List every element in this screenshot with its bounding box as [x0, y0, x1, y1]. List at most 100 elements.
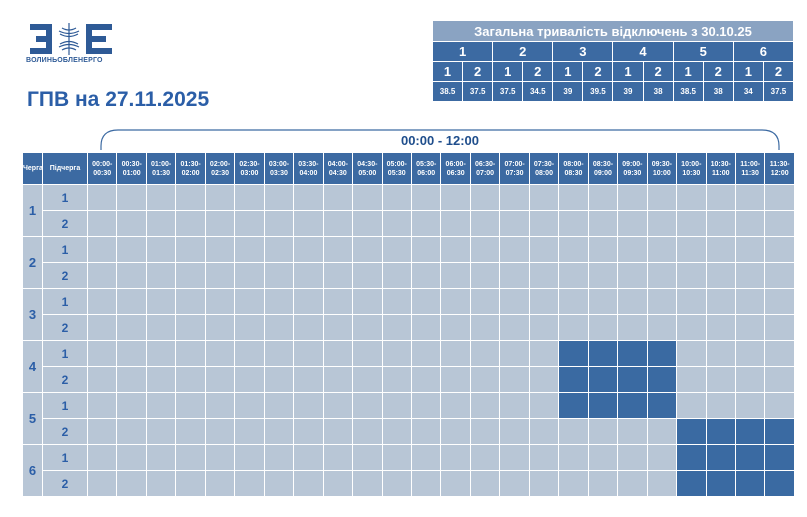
- slot-cell: [204, 470, 236, 497]
- slot-cell: [705, 210, 736, 237]
- summary-subqueue: 2: [642, 61, 674, 82]
- slot-cell: [440, 392, 471, 419]
- time-slot-header: 07:00- 07:30: [499, 152, 530, 185]
- outage-cell: [558, 366, 589, 393]
- summary-duration-value: 38.5: [431, 81, 464, 102]
- slot-cell: [705, 184, 736, 211]
- slot-cell: [86, 210, 118, 237]
- slot-cell: [234, 366, 265, 393]
- slot-cell: [469, 444, 501, 471]
- time-slot-header: 11:00- 11:30: [734, 152, 766, 185]
- slot-cell: [646, 236, 678, 263]
- slot-cell: [676, 262, 707, 289]
- slot-cell: [469, 340, 501, 367]
- schedule-row: 2: [23, 210, 795, 237]
- slot-cell: [410, 210, 442, 237]
- summary-subqueue: 1: [431, 61, 464, 82]
- slot-cell: [558, 314, 589, 341]
- slot-cell: [322, 262, 354, 289]
- slot-cell: [381, 288, 412, 315]
- outage-cell: [676, 470, 707, 497]
- slot-cell: [234, 262, 265, 289]
- slot-cell: [646, 288, 678, 315]
- outage-cell: [646, 340, 678, 367]
- time-slot-header: 02:00- 02:30: [204, 152, 236, 185]
- time-slot-header: 11:30- 12:00: [764, 152, 795, 185]
- slot-cell: [322, 366, 354, 393]
- queue-number: 6: [22, 444, 43, 497]
- slot-cell: [352, 262, 383, 289]
- slot-cell: [116, 262, 147, 289]
- time-slot-header: 02:30- 03:00: [234, 152, 265, 185]
- queue-number: 2: [22, 236, 43, 289]
- slot-cell: [764, 236, 795, 263]
- outage-cell: [734, 418, 766, 445]
- slot-cell: [617, 236, 648, 263]
- slot-cell: [322, 184, 354, 211]
- slot-cell: [410, 262, 442, 289]
- slot-cell: [440, 314, 471, 341]
- slot-cell: [381, 184, 412, 211]
- slot-cell: [676, 288, 707, 315]
- slot-cell: [175, 392, 206, 419]
- slot-cell: [528, 340, 560, 367]
- slot-cell: [86, 444, 118, 471]
- slot-cell: [676, 340, 707, 367]
- outage-cell: [558, 340, 589, 367]
- slot-cell: [705, 262, 736, 289]
- slot-cell: [410, 184, 442, 211]
- slot-cell: [86, 418, 118, 445]
- slot-cell: [116, 210, 147, 237]
- summary-duration-value: 39.5: [582, 81, 614, 102]
- slot-cell: [617, 262, 648, 289]
- slot-cell: [175, 236, 206, 263]
- logo-mark-icon: [30, 23, 112, 55]
- slot-cell: [440, 366, 471, 393]
- queue-number: 1: [22, 184, 43, 237]
- slot-cell: [676, 366, 707, 393]
- slot-cell: [322, 418, 354, 445]
- slot-cell: [86, 340, 118, 367]
- slot-cell: [469, 210, 501, 237]
- slot-cell: [705, 236, 736, 263]
- slot-cell: [293, 288, 324, 315]
- time-slot-header: 03:30- 04:00: [293, 152, 324, 185]
- slot-cell: [86, 262, 118, 289]
- subqueue-number: 2: [42, 418, 88, 445]
- slot-cell: [145, 184, 177, 211]
- slot-cell: [86, 236, 118, 263]
- slot-cell: [528, 366, 560, 393]
- summary-subqueue: 1: [732, 61, 764, 82]
- slot-cell: [204, 340, 236, 367]
- slot-cell: [145, 288, 177, 315]
- slot-cell: [145, 366, 177, 393]
- slot-cell: [322, 314, 354, 341]
- summary-duration-value: 39: [612, 81, 644, 102]
- time-slot-header: 07:30- 08:00: [528, 152, 560, 185]
- slot-cell: [204, 418, 236, 445]
- slot-cell: [764, 340, 795, 367]
- slot-cell: [86, 366, 118, 393]
- time-slot-header: 05:00- 05:30: [381, 152, 412, 185]
- subqueue-number: 2: [42, 470, 88, 497]
- slot-cell: [558, 418, 589, 445]
- slot-cell: [175, 184, 206, 211]
- slot-cell: [234, 210, 265, 237]
- slot-cell: [204, 444, 236, 471]
- slot-cell: [528, 314, 560, 341]
- slot-cell: [175, 314, 206, 341]
- slot-cell: [175, 340, 206, 367]
- queue-number: 4: [22, 340, 43, 393]
- slot-cell: [646, 444, 678, 471]
- slot-cell: [352, 366, 383, 393]
- slot-cell: [175, 366, 206, 393]
- subqueue-number: 2: [42, 262, 88, 289]
- slot-cell: [469, 262, 501, 289]
- summary-subqueue: 1: [612, 61, 644, 82]
- slot-cell: [322, 210, 354, 237]
- slot-cell: [558, 444, 589, 471]
- slot-cell: [352, 444, 383, 471]
